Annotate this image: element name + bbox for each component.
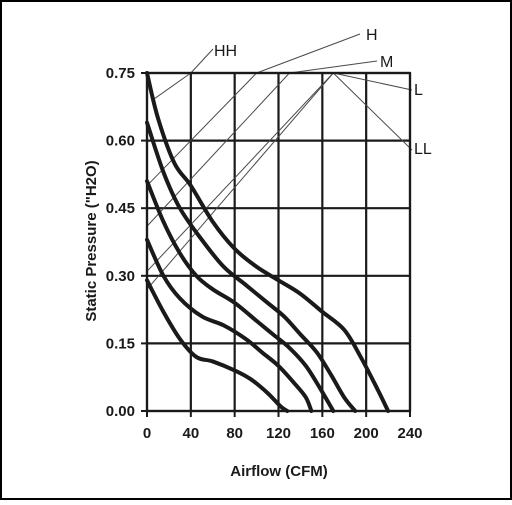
- x-tick-label: 160: [310, 425, 335, 442]
- system-line-l: [146, 72, 334, 272]
- y-axis-title: Static Pressure ("H2O): [83, 160, 100, 321]
- fan-curve-hh: [145, 71, 391, 413]
- system-lines-layer: [146, 33, 413, 290]
- x-tick-label: 200: [354, 425, 379, 442]
- x-tick-label: 240: [397, 425, 422, 442]
- x-tick-label: 40: [182, 425, 199, 442]
- x-tick-label: 120: [266, 425, 291, 442]
- fan-curves-layer: [145, 71, 391, 413]
- system-leader-h: [256, 33, 361, 74]
- system-leader-ll: [332, 72, 413, 151]
- curve-label-h: H: [366, 27, 378, 44]
- fan-curve-l: [145, 237, 314, 413]
- x-axis-title: Airflow (CFM): [230, 463, 327, 480]
- y-tick-label: 0.60: [106, 133, 135, 150]
- y-tick-label: 0.45: [106, 200, 135, 217]
- axis-layer: 0 40 80 120 160 200 240 0.00 0.15 0.30 0.45 0.60 0.7…: [106, 65, 423, 442]
- fan-curve-h: [145, 120, 358, 413]
- x-tick-label: 0: [143, 425, 151, 442]
- fan-curve-ll: [145, 278, 290, 413]
- curve-label-ll: LL: [414, 141, 432, 158]
- system-leader-m: [289, 60, 378, 74]
- y-tick-label: 0.00: [106, 403, 135, 420]
- curve-label-l: L: [414, 82, 423, 99]
- y-tick-label: 0.15: [106, 335, 135, 352]
- system-line-h: [146, 72, 257, 187]
- system-line-hh: [152, 72, 192, 101]
- curve-label-hh: HH: [214, 43, 237, 60]
- system-leader-hh: [190, 48, 214, 74]
- plot-area-border: [145, 71, 412, 413]
- fan-curve-m: [145, 179, 336, 413]
- y-tick-label: 0.30: [106, 268, 135, 285]
- curve-label-m: M: [380, 54, 393, 71]
- system-leader-l: [333, 72, 413, 91]
- x-tick-label: 80: [226, 425, 243, 442]
- system-line-m: [146, 72, 290, 227]
- y-tick-label: 0.75: [106, 65, 135, 82]
